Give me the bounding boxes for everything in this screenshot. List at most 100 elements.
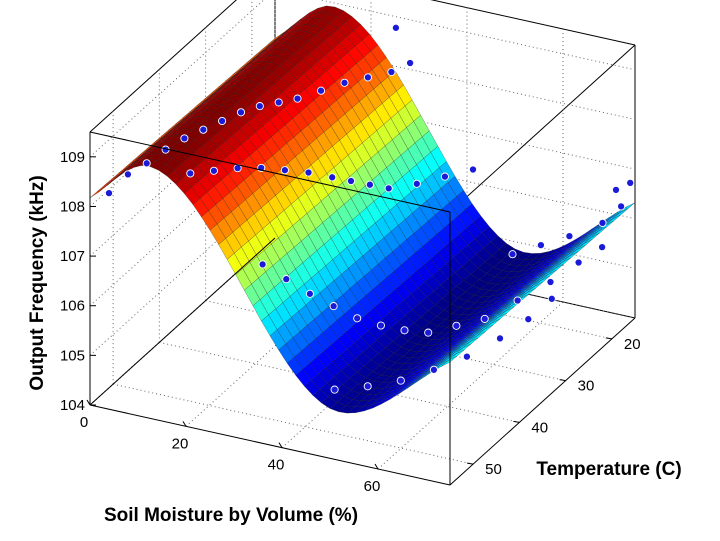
data-point xyxy=(236,108,246,117)
data-point xyxy=(363,382,372,391)
data-point xyxy=(293,94,302,103)
z-tick-label: 104 xyxy=(60,397,85,414)
y-tick-mark xyxy=(559,379,566,382)
x-tick-label: 0 xyxy=(80,414,88,431)
data-point xyxy=(513,296,522,305)
data-point xyxy=(495,334,505,343)
data-points xyxy=(104,23,635,394)
grid-line xyxy=(274,38,636,120)
data-point xyxy=(104,189,114,198)
data-point xyxy=(468,165,478,174)
box-edge xyxy=(449,317,636,486)
x-tick-mark xyxy=(182,421,187,427)
data-point xyxy=(565,232,574,241)
data-point xyxy=(546,277,555,287)
y-tick-mark xyxy=(605,337,612,340)
grid-line xyxy=(89,0,265,158)
data-point xyxy=(412,179,421,188)
x-tick-mark xyxy=(278,442,283,448)
data-point xyxy=(452,321,461,330)
y-tick-mark xyxy=(467,462,474,465)
z-tick-label: 108 xyxy=(60,198,85,215)
surface-mesh xyxy=(89,5,636,414)
data-point xyxy=(598,243,607,252)
data-point xyxy=(258,260,267,269)
y-tick-mark xyxy=(513,420,520,423)
data-point xyxy=(429,365,438,374)
data-point xyxy=(598,218,607,227)
data-point xyxy=(329,302,338,311)
grid-line xyxy=(89,187,276,356)
data-point xyxy=(280,166,289,175)
data-point xyxy=(462,352,471,361)
data-point xyxy=(199,125,208,134)
data-point xyxy=(424,328,433,337)
data-point xyxy=(353,314,362,323)
data-point xyxy=(180,134,189,143)
surface-patch xyxy=(104,173,121,186)
data-point xyxy=(387,67,396,77)
data-point xyxy=(365,180,374,189)
x-tick-mark xyxy=(86,399,91,406)
data-point xyxy=(524,315,533,324)
x-tick-mark xyxy=(374,463,379,470)
data-point xyxy=(384,184,393,193)
data-point xyxy=(376,321,385,330)
data-point xyxy=(574,258,583,267)
grid-line xyxy=(274,88,636,170)
grid-line xyxy=(318,0,636,71)
grid-line xyxy=(89,138,276,307)
data-point xyxy=(626,178,635,187)
data-point xyxy=(440,172,449,181)
data-point xyxy=(218,116,227,126)
data-point xyxy=(391,23,400,32)
y-tick-label: 50 xyxy=(485,461,502,478)
data-point xyxy=(274,98,283,107)
y-tick-label: 40 xyxy=(531,419,548,436)
grid-line xyxy=(377,301,564,470)
data-point xyxy=(363,73,372,82)
data-point xyxy=(346,176,356,186)
data-point xyxy=(123,170,132,179)
z-tick-label: 109 xyxy=(60,149,85,166)
data-point xyxy=(536,241,545,250)
data-point xyxy=(304,168,313,177)
data-point xyxy=(330,385,339,394)
x-axis-label: Soil Moisture by Volume (%) xyxy=(104,505,358,526)
data-point xyxy=(396,376,405,385)
data-point xyxy=(617,202,626,211)
box-edge xyxy=(89,404,451,486)
data-point xyxy=(480,314,489,323)
data-point xyxy=(406,58,415,68)
data-point xyxy=(328,173,337,182)
data-point xyxy=(508,250,517,259)
y-tick-label: 20 xyxy=(624,336,641,353)
x-tick-label: 60 xyxy=(364,478,381,495)
data-point xyxy=(305,289,314,298)
data-point xyxy=(340,78,349,87)
grid-line xyxy=(113,383,474,465)
z-tick-label: 107 xyxy=(60,248,85,265)
box-edge xyxy=(430,0,636,46)
y-axis-label: Temperature (C) xyxy=(536,459,681,480)
data-point xyxy=(209,166,218,175)
data-point xyxy=(186,169,195,178)
surface-patch xyxy=(89,185,106,198)
data-point xyxy=(282,275,291,284)
axes-box-front xyxy=(89,131,636,486)
box-edge xyxy=(449,44,636,213)
z-tick-label: 106 xyxy=(60,298,85,315)
data-point xyxy=(255,102,264,111)
box-edge xyxy=(89,131,451,213)
data-point xyxy=(547,294,556,303)
box-edge xyxy=(89,0,237,133)
y-tick-label: 30 xyxy=(578,378,595,395)
box-edge xyxy=(89,237,276,406)
data-point xyxy=(316,86,326,95)
data-point xyxy=(611,185,621,194)
x-tick-label: 40 xyxy=(268,457,285,474)
data-point xyxy=(400,326,409,335)
tick-labels: 104 105 106 107 108 109 0 20 40 60 20 30 40 50 xyxy=(60,149,641,495)
z-tick-label: 105 xyxy=(60,347,85,364)
